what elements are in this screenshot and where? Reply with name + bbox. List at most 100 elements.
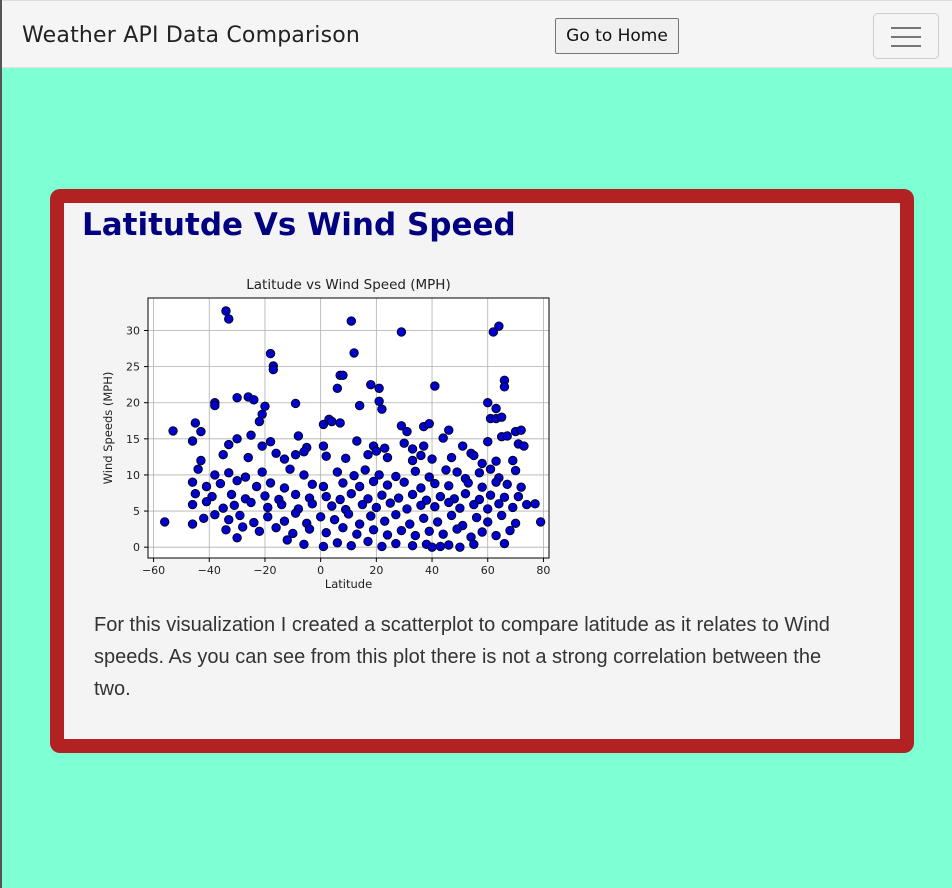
data-point: [363, 536, 373, 547]
data-point: [488, 327, 499, 337]
data-point: [249, 517, 259, 528]
navbar-toggler-button[interactable]: [873, 13, 939, 59]
data-point: [327, 501, 337, 511]
data-point: [329, 515, 340, 525]
data-point: [290, 450, 301, 460]
data-point: [352, 529, 362, 539]
y-tick-label: 20: [126, 397, 140, 410]
data-point: [263, 512, 273, 522]
data-point: [276, 499, 287, 510]
data-point: [221, 525, 231, 535]
data-point: [382, 452, 393, 463]
data-point: [352, 436, 362, 446]
x-tick-label: 40: [425, 564, 439, 577]
data-point: [354, 400, 365, 411]
data-point: [254, 526, 265, 536]
x-tick-label: 60: [481, 564, 495, 577]
data-point: [522, 499, 532, 510]
data-point: [271, 448, 281, 458]
data-point: [279, 483, 290, 493]
data-point: [491, 477, 501, 487]
data-point: [193, 464, 203, 474]
navbar-brand[interactable]: Weather API Data Comparison: [22, 23, 361, 48]
navbar: Weather API Data Comparison Go to Home: [2, 0, 952, 68]
data-point: [315, 512, 326, 522]
data-point: [508, 502, 518, 513]
data-point: [332, 383, 343, 393]
data-point: [224, 314, 234, 324]
data-point: [307, 499, 317, 509]
data-point: [218, 450, 228, 460]
data-point: [321, 451, 331, 461]
data-point: [485, 464, 496, 474]
data-point: [510, 465, 521, 476]
data-point: [366, 379, 376, 390]
data-point: [190, 418, 201, 428]
data-point: [457, 441, 468, 451]
data-point: [338, 478, 348, 488]
data-point: [190, 489, 201, 499]
data-point: [424, 472, 434, 482]
data-point: [299, 470, 309, 480]
y-tick-label: 5: [133, 505, 140, 518]
data-point: [483, 517, 493, 527]
data-point: [279, 516, 290, 526]
data-point: [424, 418, 434, 429]
data-point: [516, 425, 526, 435]
data-point: [237, 522, 248, 532]
data-point: [483, 398, 493, 408]
card-body: Latitutde Vs Wind Speed −60 −40 −20 0 20 40 60…: [64, 203, 900, 739]
data-point: [321, 528, 331, 538]
data-point: [371, 446, 382, 456]
data-point: [363, 450, 373, 460]
data-point: [265, 437, 276, 447]
data-point: [416, 500, 426, 510]
data-point: [196, 426, 206, 437]
data-point: [382, 530, 393, 540]
data-point: [396, 525, 407, 536]
data-point: [368, 525, 379, 535]
data-point: [224, 439, 234, 450]
data-point: [215, 478, 226, 489]
data-point: [410, 530, 421, 541]
data-point: [427, 454, 437, 464]
hamburger-menu-icon-bar: [891, 36, 921, 38]
data-point: [505, 525, 515, 536]
data-point: [260, 401, 270, 412]
data-point: [407, 489, 418, 500]
data-point: [290, 398, 301, 409]
data-point: [249, 395, 259, 405]
data-point: [491, 530, 501, 541]
data-point: [263, 502, 273, 513]
data-point: [218, 503, 228, 513]
data-point: [455, 542, 465, 552]
data-point: [354, 481, 365, 492]
data-point: [477, 458, 487, 469]
data-point: [460, 489, 471, 499]
data-point: [224, 468, 234, 478]
data-point: [221, 306, 231, 316]
data-point: [469, 539, 479, 549]
data-point: [430, 478, 440, 489]
data-point: [393, 493, 404, 503]
data-point: [396, 421, 407, 431]
data-point: [360, 465, 370, 475]
data-point: [530, 499, 540, 509]
data-point: [416, 450, 426, 461]
x-tick-label: −20: [253, 564, 276, 577]
data-point: [374, 383, 384, 393]
y-tick-label: 0: [133, 541, 140, 554]
data-point: [519, 441, 529, 451]
data-point: [469, 499, 479, 510]
data-point: [491, 456, 501, 466]
data-point: [435, 541, 446, 552]
data-point: [318, 541, 329, 552]
data-point: [346, 316, 356, 326]
data-point: [210, 509, 220, 520]
data-point: [502, 479, 512, 490]
data-point: [444, 497, 454, 508]
data-point: [232, 392, 242, 403]
go-to-home-button[interactable]: Go to Home: [555, 18, 679, 54]
data-point: [469, 450, 479, 461]
data-point: [446, 510, 457, 521]
